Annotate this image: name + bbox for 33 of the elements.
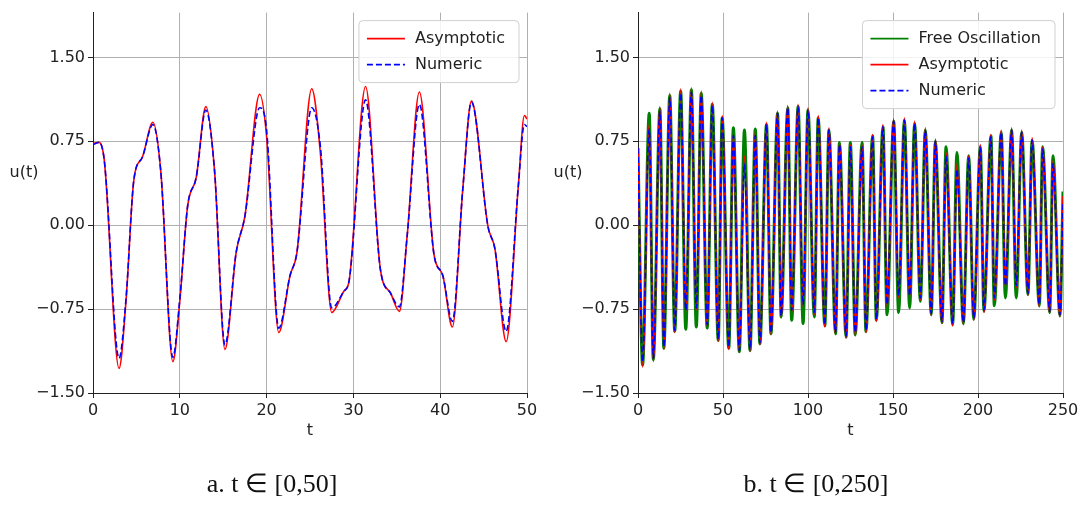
x-tick-label: 40 — [430, 399, 451, 419]
x-tick-label: 250 — [1047, 399, 1079, 419]
y-tick-label: 1.50 — [49, 46, 85, 66]
text: b. t ∈ [0,250] — [742, 468, 890, 499]
y-tick-label: 0.00 — [594, 214, 630, 234]
y-tick-label: −0.75 — [580, 298, 630, 318]
y-tick-label: −1.50 — [35, 382, 85, 402]
y-tick-label: 1.50 — [594, 46, 630, 66]
legend-label: Asymptotic — [918, 53, 1009, 73]
x-tick-label: 0 — [632, 399, 644, 419]
x-axis-title: t — [306, 419, 314, 439]
x-tick-label: 50 — [712, 399, 734, 419]
x-tick-label: 50 — [516, 399, 538, 419]
y-tick-label: 0.00 — [49, 214, 85, 234]
x-tick-label: 20 — [256, 399, 277, 419]
y-tick-label: −1.50 — [580, 382, 630, 402]
x-tick-label: 30 — [343, 399, 364, 419]
x-tick-label: 0 — [87, 399, 99, 419]
y-axis-title: u(t) — [553, 161, 583, 181]
legend-label: Free Oscillation — [918, 27, 1042, 47]
x-tick-label: 10 — [169, 399, 190, 419]
y-tick-label: −0.75 — [35, 298, 85, 318]
legend-label: Numeric — [918, 79, 986, 99]
x-tick-label: 100 — [792, 399, 824, 419]
y-tick-label: 0.75 — [594, 130, 630, 150]
legend-label: Asymptotic — [414, 27, 506, 47]
x-tick-label: 150 — [877, 399, 909, 419]
x-tick-label: 200 — [962, 399, 994, 419]
y-axis-title: u(t) — [9, 161, 39, 181]
legend-label: Numeric — [414, 53, 483, 73]
text: a. t ∈ [0,50] — [205, 468, 339, 499]
y-tick-label: 0.75 — [49, 130, 85, 150]
x-axis-title: t — [847, 419, 854, 439]
